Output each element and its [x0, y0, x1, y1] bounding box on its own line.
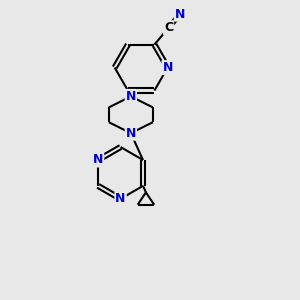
Text: N: N [116, 192, 126, 206]
Text: N: N [175, 8, 185, 21]
Text: C: C [164, 21, 173, 34]
Text: N: N [126, 90, 136, 103]
Text: N: N [126, 127, 136, 140]
Text: N: N [93, 154, 103, 166]
Text: N: N [163, 61, 173, 74]
